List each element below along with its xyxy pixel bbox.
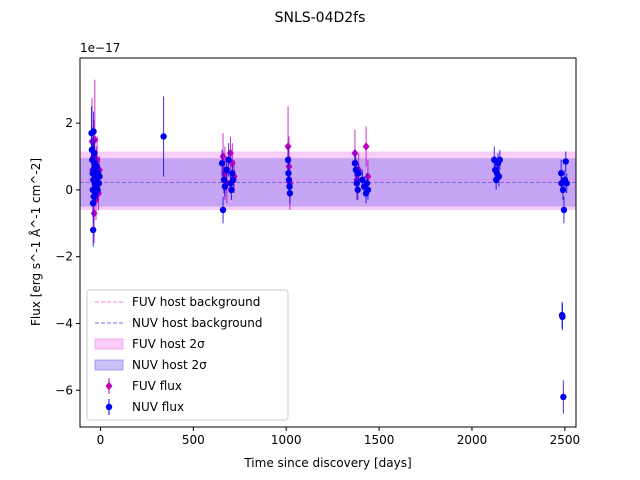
data-point [96,173,103,180]
data-point [285,170,292,177]
legend-label: NUV host background [132,316,262,330]
chart-title: SNLS-04D2fs [275,10,366,26]
data-point [218,159,226,167]
data-point [230,176,237,184]
x-axis-label: Time since discovery [days] [243,456,411,470]
x-tick-label: 1500 [364,433,395,447]
data-point [95,180,103,187]
legend-band-swatch [94,338,124,350]
legend-box [86,289,289,421]
axis-ticks: 0 500 1000 1500 2000 2500 −6 −4 −2 0 2 [55,116,580,447]
legend: FUV host background NUV host background FU… [86,289,289,421]
legend-diamond-marker [105,381,113,391]
x-tick-label: 0 [97,433,105,447]
plot-area [80,79,576,414]
y-tick-label: 2 [65,116,73,130]
data-point [285,176,293,184]
y-axis-label: Flux [erg s^-1 Å^-1 cm^-2] [28,158,43,326]
data-point [560,206,568,214]
data-point [563,180,570,187]
data-point [89,226,97,234]
legend-circle-marker [105,403,113,411]
data-point [286,190,294,197]
data-point [93,163,100,170]
data-point [351,159,359,167]
data-point [90,128,97,135]
legend-label: FUV flux [132,379,182,393]
data-point [355,170,362,177]
data-point [221,183,229,190]
data-point [91,149,98,157]
legend-label: NUV flux [132,400,184,414]
data-point [364,186,372,194]
legend-label: FUV host background [132,295,260,309]
x-tick-label: 1000 [271,433,302,447]
legend-label: FUV host 2σ [132,337,205,351]
x-tick-label: 500 [182,433,205,447]
x-tick-label: 2000 [457,433,488,447]
data-point [160,133,167,140]
data-point [220,176,228,184]
data-point [89,200,97,207]
legend-label: NUV host 2σ [132,358,207,372]
data-point [362,142,370,151]
data-point [229,170,236,177]
data-point [354,186,361,194]
y-tick-label: −6 [55,383,73,397]
data-point [94,186,101,194]
x-tick-label: 2500 [550,433,581,447]
axes-frame [79,57,577,428]
data-point [495,173,503,180]
data-point [219,206,227,214]
data-point [562,158,569,165]
y-tick-label: 0 [65,183,73,197]
y-tick-label: −2 [55,250,73,264]
data-point [496,156,504,164]
y-tick-label: −4 [55,316,73,330]
legend-band-swatch [94,359,124,371]
data-point [363,180,371,187]
data-point [560,393,567,401]
data-point [225,156,232,164]
y-axis-offset-label: 1e−17 [80,41,120,55]
nuv-flux-series [88,96,570,414]
data-point [559,313,566,321]
